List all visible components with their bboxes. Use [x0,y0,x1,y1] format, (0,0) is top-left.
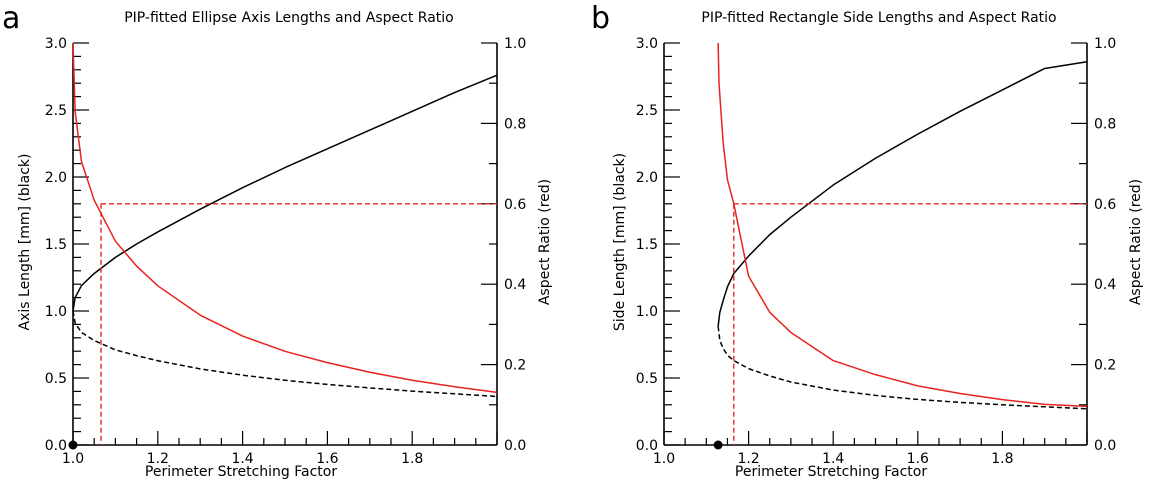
panel-a-y-tick-label: 2.5 [45,103,67,119]
panel-a-y2-tick-label: 1.0 [504,36,526,52]
panel-a-title: PIP-fitted Ellipse Axis Lengths and Aspe… [124,10,454,26]
panel-b-marker-dot [713,440,723,450]
panel-a-y-tick-label: 0.5 [45,371,67,387]
panel-b-series-long-side [717,61,1088,327]
panel-a-y2-tick-label: 0.0 [504,438,526,454]
panel-b-y-tick-label: 2.5 [636,103,658,119]
panel-b-xlabel: Perimeter Stretching Factor [735,464,927,480]
panel-b-series-aspect-ratio [717,42,1088,408]
panel-a-series-major-axis [72,74,498,312]
panel-a-y2-tick-label: 0.2 [504,358,526,374]
panel-a-x-tick-label: 1.8 [401,451,423,467]
panel-a-letter: a [2,1,20,36]
panel-a-marker-dot [68,440,78,450]
panel-b-x-tick-label: 1.0 [653,451,675,467]
panel-a-plot-area [68,42,498,450]
panel-b-y-tick-label: 1.5 [636,237,658,253]
panel-a-y-tick-label: 1.5 [45,237,67,253]
panel-b-x-tick-label: 1.6 [907,451,929,467]
panel-b-x-tick-label: 1.8 [991,451,1013,467]
panel-b-y2-tick-label: 0.0 [1094,438,1116,454]
panel-b-y2-tick-label: 0.8 [1094,116,1116,132]
panel-b-y2-tick-label: 0.2 [1094,358,1116,374]
panel-b-y-tick-label: 2.0 [636,170,658,186]
panel-b-rectangle: b PIP-fitted Rectangle Side Lengths and … [591,1,1144,480]
panel-a-ellipse: a PIP-fitted Ellipse Axis Lengths and As… [2,1,553,480]
panel-a-y2-tick-label: 0.6 [504,197,526,213]
panel-b-y-tick-label: 0.0 [636,438,658,454]
panel-b-letter: b [591,1,610,36]
panel-a-x-tick-label: 1.6 [316,451,338,467]
panel-a-x-tick-label: 1.0 [62,451,84,467]
panel-a-x-tick-label: 1.4 [231,451,253,467]
panel-b-title: PIP-fitted Rectangle Side Lengths and As… [701,10,1056,26]
panel-b-plot-area [713,42,1088,450]
panel-a-xlabel: Perimeter Stretching Factor [145,464,337,480]
panel-a-series-minor-axis [72,310,498,398]
panel-a-y-tick-label: 1.0 [45,304,67,320]
panel-b-y2-tick-label: 0.4 [1094,277,1116,293]
panel-a-series-aspect-ratio [72,42,498,394]
panel-a-y2-tick-label: 0.4 [504,277,526,293]
panel-b-y-tick-label: 1.0 [636,304,658,320]
panel-a-y-tick-label: 2.0 [45,170,67,186]
panel-b-series-short-side [717,326,1088,410]
panel-a-y2-tick-label: 0.8 [504,116,526,132]
panel-b-y2label: Aspect Ratio (red) [1128,179,1144,305]
panel-a-y2label: Aspect Ratio (red) [537,179,553,305]
panel-b-y2-tick-label: 0.6 [1094,197,1116,213]
panel-a-x-tick-label: 1.2 [147,451,169,467]
panel-a-y-tick-label: 0.0 [45,438,67,454]
panel-a-y-tick-label: 3.0 [45,36,67,52]
panel-b-y-tick-label: 3.0 [636,36,658,52]
panel-b-x-tick-label: 1.4 [822,451,844,467]
panel-a-ticks: 0.0 0.5 1.0 1.5 2.0 2.5 3.0 0.0 0.2 0.4 0.6 0.8 1.0 1… [45,36,527,467]
panel-b-ticks: 0.0 0.5 1.0 1.5 2.0 2.5 3.0 0.0 0.2 0.4 0.6 0.8 1.0 1… [636,36,1117,467]
panel-b-y2-tick-label: 1.0 [1094,36,1116,52]
panel-a-ylabel: Axis Length [mm] (black) [17,154,33,331]
panel-b-x-tick-label: 1.2 [737,451,759,467]
panel-b-y-tick-label: 0.5 [636,371,658,387]
panel-b-ylabel: Side Length [mm] (black) [612,153,628,331]
